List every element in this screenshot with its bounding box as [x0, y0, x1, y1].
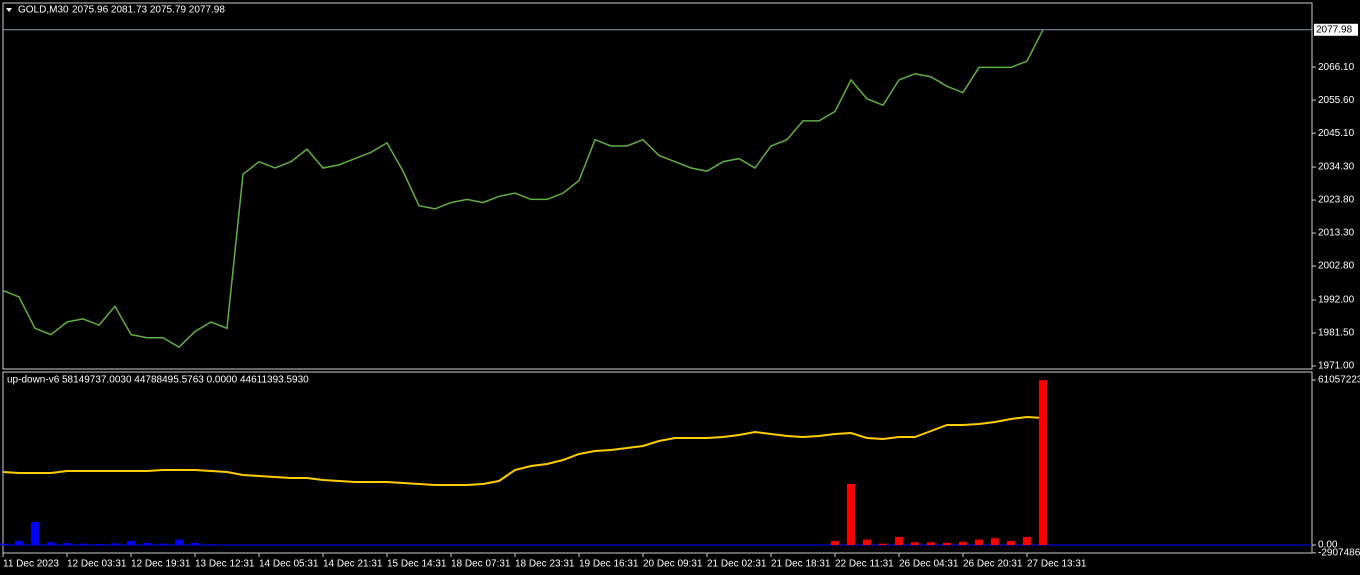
y-tick-label: 1971.00 — [1318, 361, 1355, 372]
last-price-box — [1314, 23, 1358, 36]
histogram-bar — [159, 543, 167, 545]
histogram-bar — [95, 543, 103, 545]
x-tick-label: 13 Dec 12:31 — [195, 559, 255, 570]
x-tick-label: 22 Dec 11:31 — [835, 559, 894, 570]
price-panel — [2, 2, 1313, 370]
y-tick-label: 0.00 — [1318, 540, 1338, 551]
histogram-bar — [1007, 540, 1015, 545]
y-tick-label: 2013.30 — [1318, 228, 1355, 239]
price-line — [2, 29, 1044, 349]
x-tick-label: 11 Dec 2023 — [3, 559, 59, 570]
histogram-bar — [175, 539, 183, 545]
histogram-bar — [895, 536, 903, 545]
y-tick-label: 2023.80 — [1318, 195, 1355, 206]
y-tick-label: 2034.30 — [1318, 162, 1355, 173]
x-tick-label: 26 Dec 04:31 — [899, 559, 959, 570]
x-tick-label: 18 Dec 07:31 — [451, 559, 511, 570]
x-tick-label: 12 Dec 19:31 — [131, 559, 191, 570]
chart-subtitle: 2075.96 2081.73 2075.79 2077.98 — [72, 5, 225, 16]
histogram-bar — [31, 522, 39, 545]
histogram-bar — [111, 543, 119, 545]
y-tick-label: 1992.00 — [1318, 295, 1355, 306]
y-tick-label: -2907486. — [1318, 547, 1360, 558]
histogram-bar — [191, 542, 199, 545]
y-tick-label: 2055.60 — [1318, 95, 1355, 106]
menu-arrow[interactable] — [6, 8, 12, 12]
x-tick-label: 19 Dec 16:31 — [579, 559, 639, 570]
x-tick-label: 18 Dec 23:31 — [515, 559, 575, 570]
histogram-bar — [943, 542, 951, 545]
histogram-bar — [911, 542, 919, 545]
x-tick-label: 14 Dec 21:31 — [323, 559, 383, 570]
y-tick-label: 2066.10 — [1318, 62, 1355, 73]
histogram-bar — [847, 483, 855, 545]
histogram-bar — [975, 539, 983, 545]
histogram-bar — [879, 543, 887, 545]
chart-title: GOLD,M30 — [18, 5, 69, 16]
y-tick-label: 2045.10 — [1318, 128, 1355, 139]
histogram-bar — [863, 539, 871, 545]
histogram-bar — [143, 542, 151, 545]
histogram-bar — [79, 543, 87, 545]
y-tick-label: 1981.50 — [1318, 328, 1355, 339]
x-tick-label: 12 Dec 03:31 — [67, 559, 127, 570]
last-price-label: 2077.98 — [1316, 24, 1353, 35]
histogram-bar — [15, 540, 23, 545]
histogram-bar — [831, 540, 839, 545]
indicator-line — [2, 415, 1044, 486]
x-tick-label: 15 Dec 14:31 — [387, 559, 447, 570]
x-tick-label: 20 Dec 09:31 — [643, 559, 703, 570]
histogram-bar — [1023, 536, 1031, 545]
y-tick-label: 2002.80 — [1318, 261, 1355, 272]
x-tick-label: 14 Dec 05:31 — [259, 559, 319, 570]
x-tick-label: 26 Dec 20:31 — [963, 559, 1023, 570]
x-tick-label: 21 Dec 02:31 — [707, 559, 767, 570]
histogram-bar — [127, 540, 135, 545]
histogram-bar — [0, 543, 7, 545]
histogram-bar — [991, 538, 999, 545]
histogram-bar — [959, 541, 967, 545]
indicator-panel — [2, 371, 1313, 554]
histogram-bar — [63, 543, 71, 545]
x-tick-label: 21 Dec 18:31 — [771, 559, 831, 570]
histogram-bar — [927, 542, 935, 545]
indicator-title: up-down-v6 — [7, 375, 60, 386]
y-tick-label: 61057223. — [1318, 375, 1360, 386]
histogram-bar — [47, 542, 55, 545]
histogram-bar — [207, 544, 215, 545]
indicator-subtitle: 58149737.0030 44788495.5763 0.0000 44611… — [62, 375, 309, 386]
x-tick-label: 27 Dec 13:31 — [1027, 559, 1087, 570]
histogram-bar — [1039, 380, 1047, 545]
